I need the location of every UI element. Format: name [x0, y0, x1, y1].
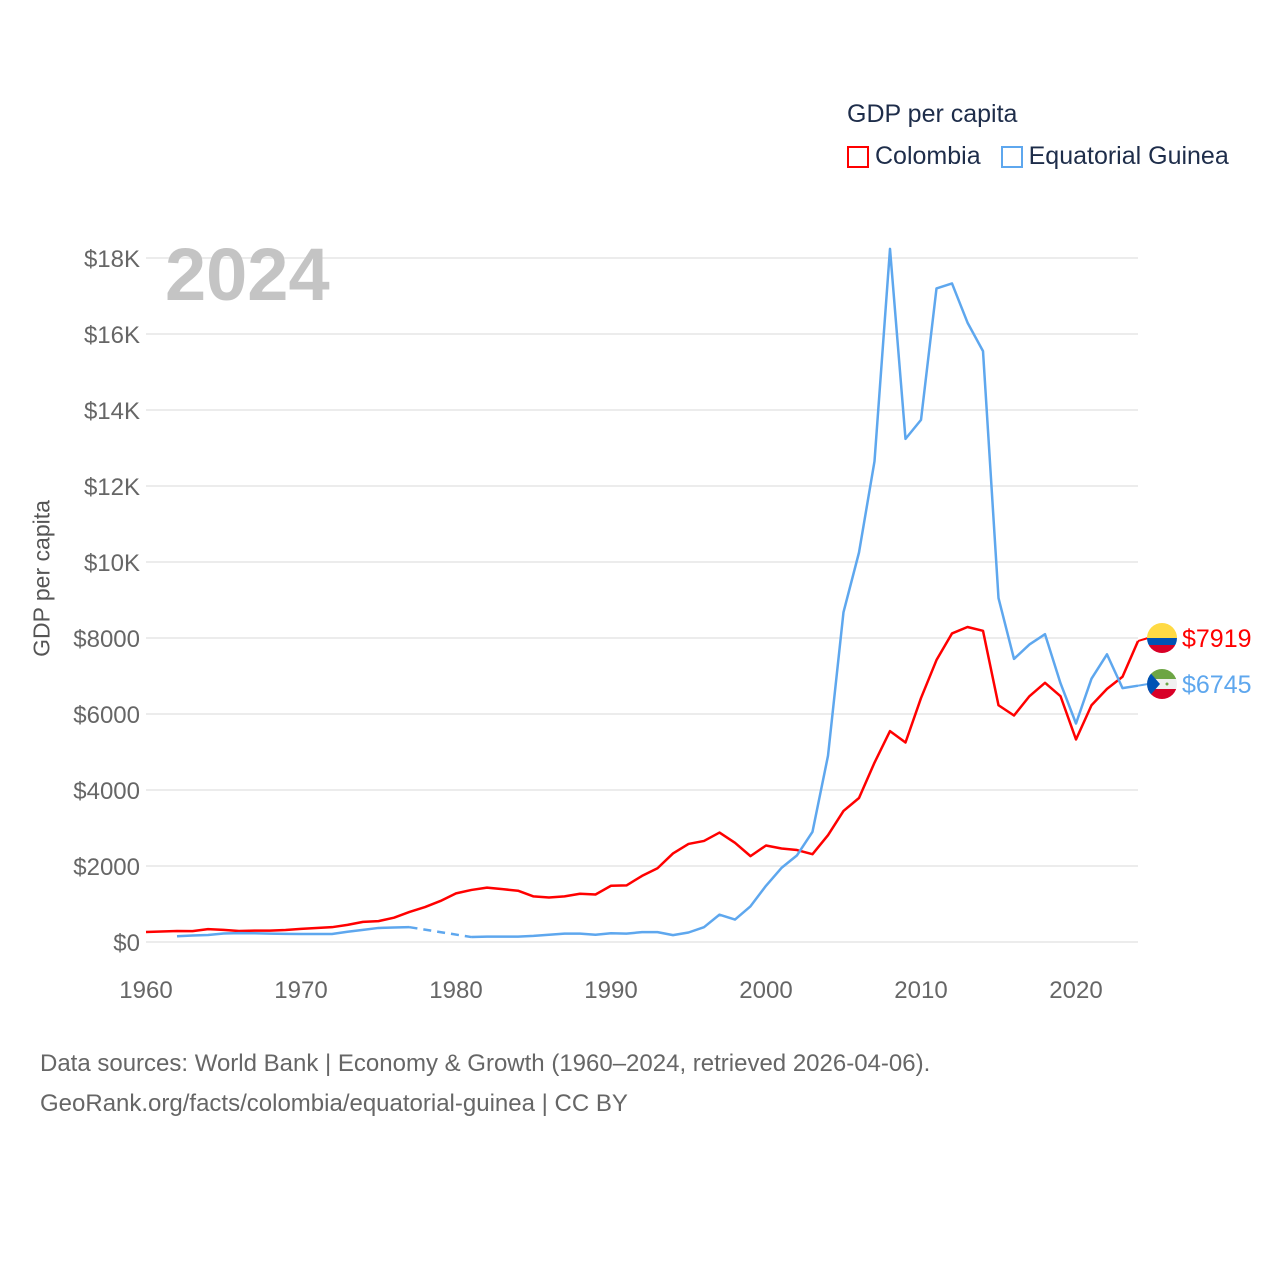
- legend: Colombia Equatorial Guinea: [847, 142, 1229, 171]
- series-line-equatorial-guinea: [176, 925, 410, 938]
- x-tick-label: 2010: [894, 977, 947, 1004]
- end-connector: [1137, 637, 1149, 643]
- x-tick-label: 1960: [119, 977, 172, 1004]
- series-line-equatorial-guinea: [471, 247, 1139, 939]
- y-tick-label: $14K: [84, 398, 140, 425]
- equatorial-guinea-flag-icon: [1147, 669, 1177, 699]
- x-tick-label: 1970: [274, 977, 327, 1004]
- data-source-note: Data sources: World Bank | Economy & Gro…: [40, 1050, 931, 1077]
- y-tick-label: $16K: [84, 322, 140, 349]
- end-value-label: $6745: [1182, 671, 1252, 699]
- x-tick-label: 2000: [739, 977, 792, 1004]
- y-tick-label: $18K: [84, 246, 140, 273]
- x-tick-label: 1990: [584, 977, 637, 1004]
- series-gap-equatorial-guinea: [409, 925, 472, 939]
- legend-label: Equatorial Guinea: [1028, 142, 1229, 170]
- end-connector: [1137, 683, 1149, 687]
- footer: Data sources: World Bank | Economy & Gro…: [40, 1044, 930, 1124]
- x-tick-label: 2020: [1049, 977, 1102, 1004]
- y-tick-label: $8000: [73, 626, 140, 653]
- y-tick-label: $2000: [73, 854, 140, 881]
- colombia-flag-icon: [1147, 623, 1177, 653]
- legend-swatch-equatorial-guinea: [1000, 145, 1023, 168]
- legend-label: Colombia: [875, 142, 981, 170]
- legend-title: GDP per capita: [847, 100, 1018, 128]
- y-tick-label: $0: [113, 930, 140, 957]
- year-watermark: 2024: [165, 233, 330, 316]
- series-line-colombia: [145, 625, 1140, 934]
- legend-item-equatorial-guinea[interactable]: Equatorial Guinea: [1000, 142, 1229, 171]
- legend-swatch-colombia: [847, 145, 869, 168]
- legend-item-colombia[interactable]: Colombia: [847, 142, 981, 171]
- y-tick-label: $12K: [84, 474, 140, 501]
- y-tick-label: $6000: [73, 702, 140, 729]
- y-tick-label: $4000: [73, 778, 140, 805]
- x-tick-label: 1980: [429, 977, 482, 1004]
- end-value-label: $7919: [1182, 625, 1252, 653]
- source-link[interactable]: GeoRank.org/facts/colombia/equatorial-gu…: [40, 1090, 628, 1117]
- y-tick-label: $10K: [84, 550, 140, 577]
